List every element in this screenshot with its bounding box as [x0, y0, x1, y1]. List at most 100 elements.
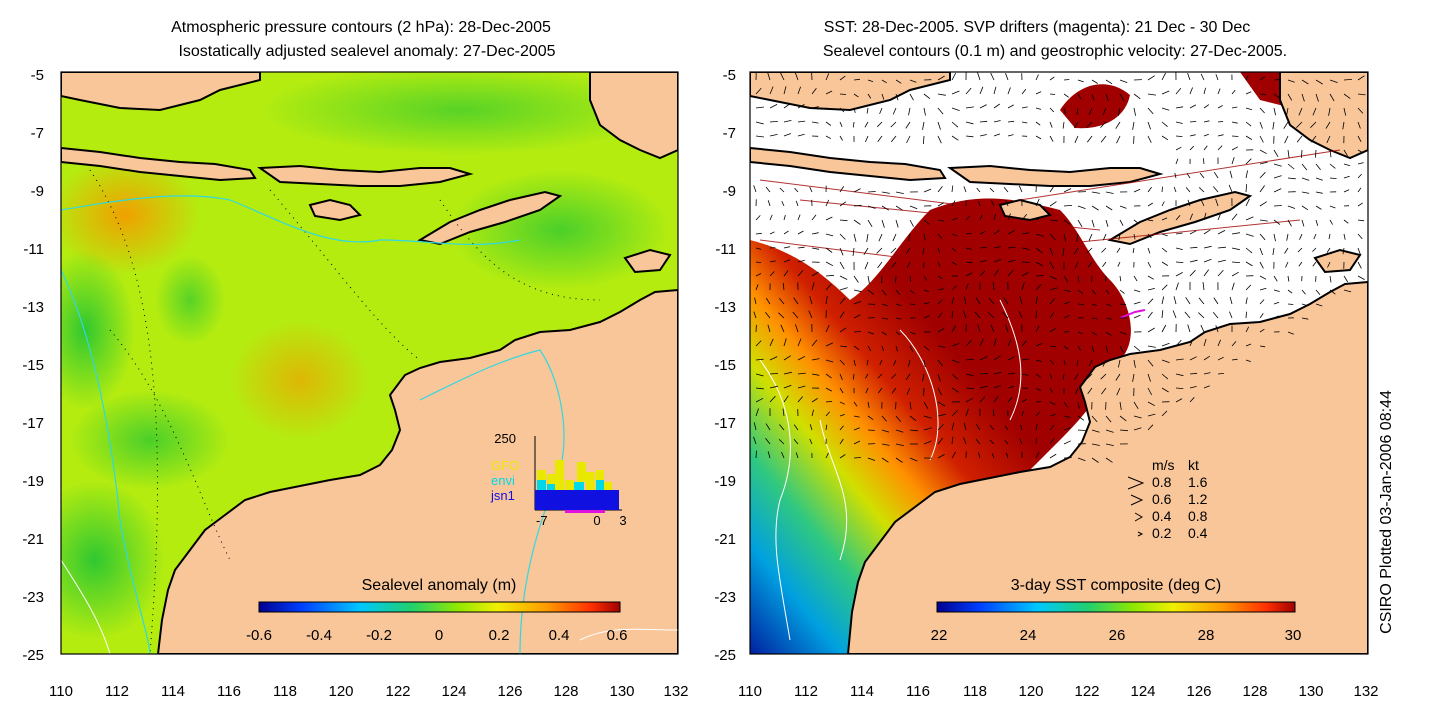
velocity-vector — [1175, 135, 1183, 137]
velocity-vector — [1217, 88, 1221, 95]
left-x-tick: 114 — [161, 683, 185, 700]
velocity-vector — [923, 427, 932, 431]
velocity-vector — [795, 452, 799, 459]
velocity-vector — [797, 259, 805, 263]
velocity-vector — [1301, 149, 1303, 158]
velocity-vector — [1189, 397, 1195, 403]
velocity-vector — [937, 312, 943, 319]
velocity-vector — [937, 299, 943, 305]
velocity-vector — [1133, 301, 1141, 305]
velocity-vector — [1161, 261, 1169, 266]
inset-bar-gfo — [604, 482, 612, 490]
velocity-vector — [1259, 149, 1267, 155]
left-x-tick: 128 — [553, 683, 578, 700]
velocity-vector — [865, 373, 869, 379]
velocity-vector — [1105, 93, 1109, 102]
velocity-vector — [1273, 219, 1281, 225]
velocity-vector — [1329, 205, 1336, 209]
velocity-vector — [1086, 247, 1093, 254]
left-title-line1: Atmospheric pressure contours (2 hPa): 2… — [171, 19, 551, 36]
velocity-vector — [951, 261, 957, 266]
velocity-vector — [937, 121, 941, 130]
right-x-tick: 130 — [1298, 683, 1323, 700]
velocity-vector — [794, 72, 799, 81]
velocity-vector — [881, 317, 889, 320]
velocity-vector — [1021, 398, 1028, 403]
velocity-vector — [895, 317, 902, 320]
velocity-vector — [908, 233, 911, 242]
velocity-vector — [1298, 261, 1303, 267]
velocity-vector — [951, 247, 957, 252]
left-title-line2: Isostatically adjusted sealevel anomaly:… — [178, 43, 555, 60]
velocity-vector — [1245, 297, 1248, 305]
velocity-vector — [923, 315, 930, 319]
velocity-vector — [909, 429, 918, 432]
velocity-vector — [1077, 345, 1081, 351]
velocity-vector — [951, 72, 957, 81]
velocity-vector — [909, 79, 917, 83]
velocity-vector — [1049, 219, 1058, 222]
velocity-vector — [1325, 121, 1331, 129]
velocity-vector — [783, 338, 787, 347]
velocity-vector — [780, 324, 785, 333]
velocity-vector — [1049, 453, 1057, 459]
velocity-vector — [753, 422, 757, 431]
velocity-vector — [755, 340, 762, 347]
svp-drifter-track — [1119, 309, 1146, 319]
velocity-vector — [895, 93, 899, 101]
velocity-vector — [1272, 121, 1275, 130]
velocity-vector — [1147, 107, 1154, 115]
velocity-vector — [1105, 303, 1112, 307]
velocity-vector — [923, 135, 925, 145]
velocity-vector — [979, 104, 987, 109]
left-x-axis-labels: 110 112 114 116 118 120 122 124 126 128 … — [49, 683, 688, 700]
velocity-vector — [825, 135, 831, 140]
velocity-vector — [1175, 106, 1184, 109]
right-x-tick: 114 — [850, 683, 874, 700]
velocity-vector — [923, 440, 932, 445]
velocity-vectors — [753, 72, 1366, 463]
velocity-vector — [1086, 121, 1093, 128]
velocity-vector — [1273, 175, 1282, 179]
velocity-vector — [1175, 261, 1184, 263]
velocity-vector — [811, 282, 815, 291]
velocity-vector — [839, 345, 848, 348]
velocity-vector — [937, 373, 941, 382]
velocity-vector — [755, 247, 762, 250]
velocity-vector — [1147, 298, 1154, 305]
velocity-vector — [1091, 93, 1095, 101]
velocity-vector — [1007, 372, 1016, 375]
velocity-vector — [753, 436, 757, 445]
velocity-vector — [1161, 410, 1168, 417]
velocity-vector — [853, 107, 856, 113]
velocity-vector — [1315, 149, 1317, 158]
velocity-vector — [1018, 310, 1023, 319]
velocity-vector — [1049, 275, 1057, 280]
velocity-vector — [839, 401, 846, 405]
velocity-vector — [965, 373, 974, 377]
right-y-tick: -5 — [723, 67, 736, 84]
velocity-vector — [808, 310, 813, 319]
velocity-vector — [783, 355, 791, 361]
velocity-vector — [1273, 107, 1276, 116]
velocity-vector — [1273, 188, 1282, 193]
velocity-vector — [811, 87, 817, 95]
velocity-vector — [825, 411, 831, 417]
velocity-vector — [908, 359, 911, 367]
velocity-vector — [1091, 331, 1098, 336]
velocity-vector — [809, 186, 813, 193]
velocity-vector — [965, 121, 974, 125]
velocity-vector — [877, 373, 883, 379]
velocity-vector — [1062, 373, 1065, 380]
velocity-vector — [1021, 373, 1029, 376]
velocity-vector — [1273, 79, 1281, 81]
velocity-vector — [865, 387, 869, 394]
velocity-vector — [1200, 73, 1205, 81]
velocity-vector — [1062, 247, 1065, 256]
velocity-vector — [1231, 282, 1235, 291]
velocity-vector — [1021, 271, 1030, 277]
velocity-vector — [1217, 145, 1223, 151]
velocity-vector — [1003, 187, 1009, 193]
velocity-vector — [1245, 121, 1252, 127]
velocity-vector — [797, 104, 805, 109]
